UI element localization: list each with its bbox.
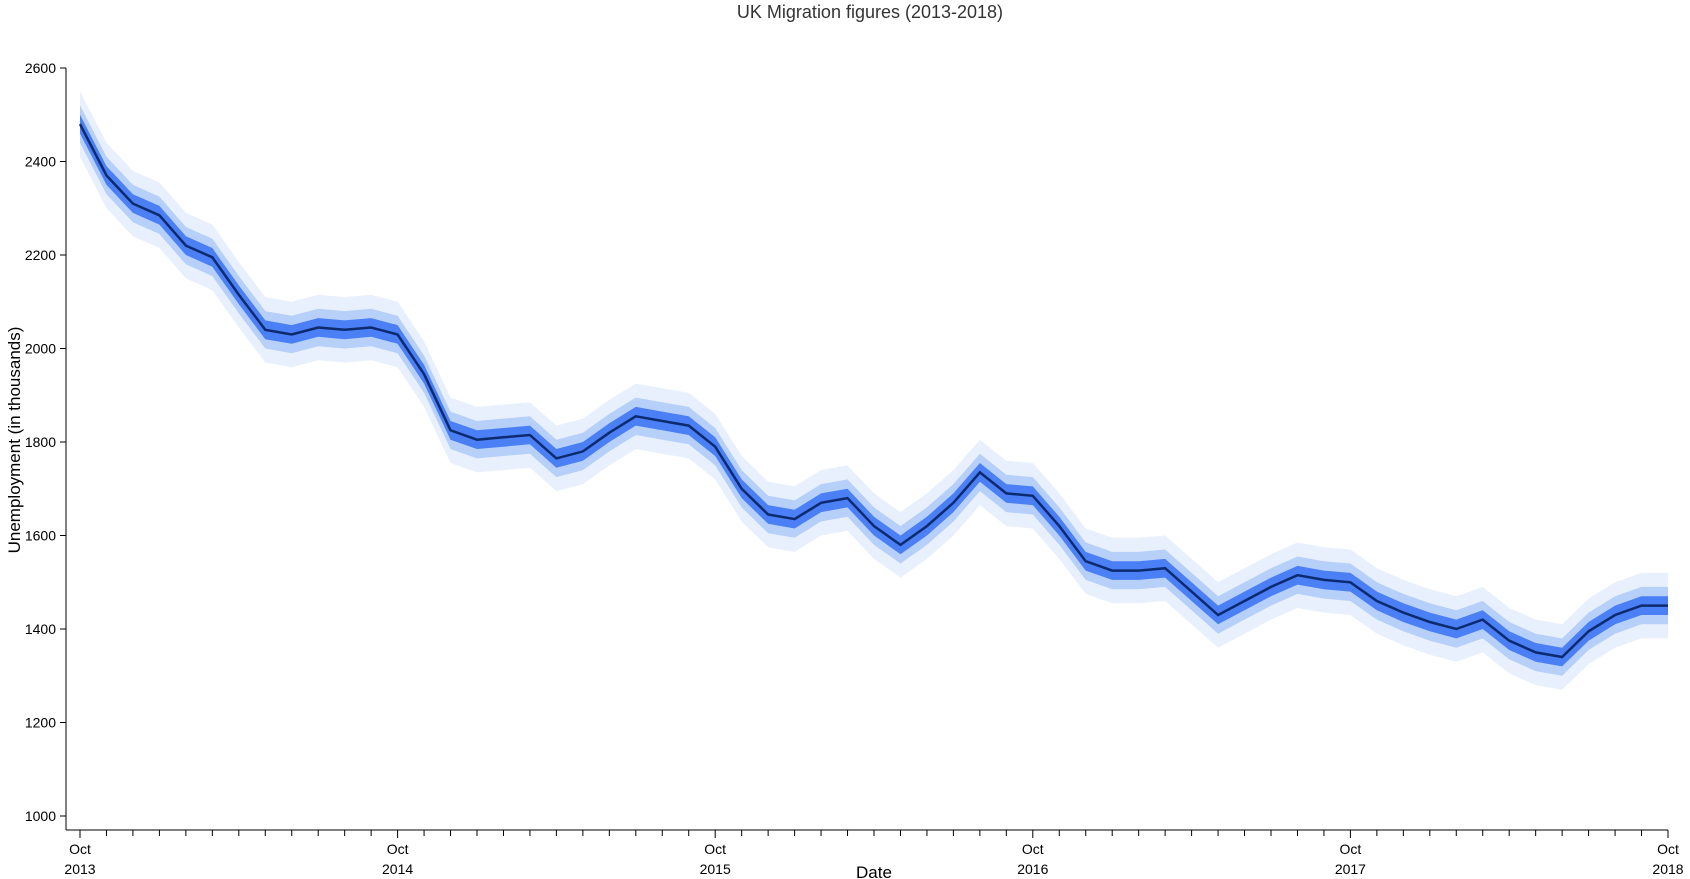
confidence-bands	[80, 91, 1668, 690]
band-inner	[80, 114, 1668, 667]
x-tick-label-month: Oct	[69, 841, 91, 857]
x-tick-label-month: Oct	[704, 841, 726, 857]
y-axis-label: Unemployment (in thousands)	[5, 327, 24, 554]
y-tick-label: 2200	[25, 247, 56, 263]
x-axis-ticks: Oct 2013 Oct 2014 Oct 2015 Oct 2016 Oct 2017 Oct 20…	[64, 830, 1684, 877]
chart-title: UK Migration figures (2013-2018)	[737, 2, 1003, 22]
band-outer	[80, 91, 1668, 690]
x-tick-label-year: 2018	[1652, 861, 1683, 877]
x-tick-label-year: 2017	[1335, 861, 1366, 877]
y-tick-label: 1400	[25, 621, 56, 637]
series-line	[78, 123, 1668, 659]
x-axis-label: Date	[856, 863, 892, 879]
y-tick-label: 2600	[25, 60, 56, 76]
y-tick-label: 1000	[25, 808, 56, 824]
y-tick-label: 2400	[25, 154, 56, 170]
y-tick-label: 1600	[25, 528, 56, 544]
y-tick-label: 1800	[25, 434, 56, 450]
x-tick-label-month: Oct	[387, 841, 409, 857]
x-tick-label-month: Oct	[1657, 841, 1679, 857]
y-axis-ticks: 1000 1200 1400 1600 1800 2000 2200 2400 2600	[25, 60, 66, 824]
x-tick-label-year: 2016	[1017, 861, 1048, 877]
y-tick-label: 1200	[25, 715, 56, 731]
x-tick-label-month: Oct	[1022, 841, 1044, 857]
x-tick-label-year: 2014	[382, 861, 413, 877]
x-tick-label-year: 2013	[64, 861, 95, 877]
x-tick-label-month: Oct	[1340, 841, 1362, 857]
x-tick-label-year: 2015	[700, 861, 731, 877]
y-tick-label: 2000	[25, 341, 56, 357]
